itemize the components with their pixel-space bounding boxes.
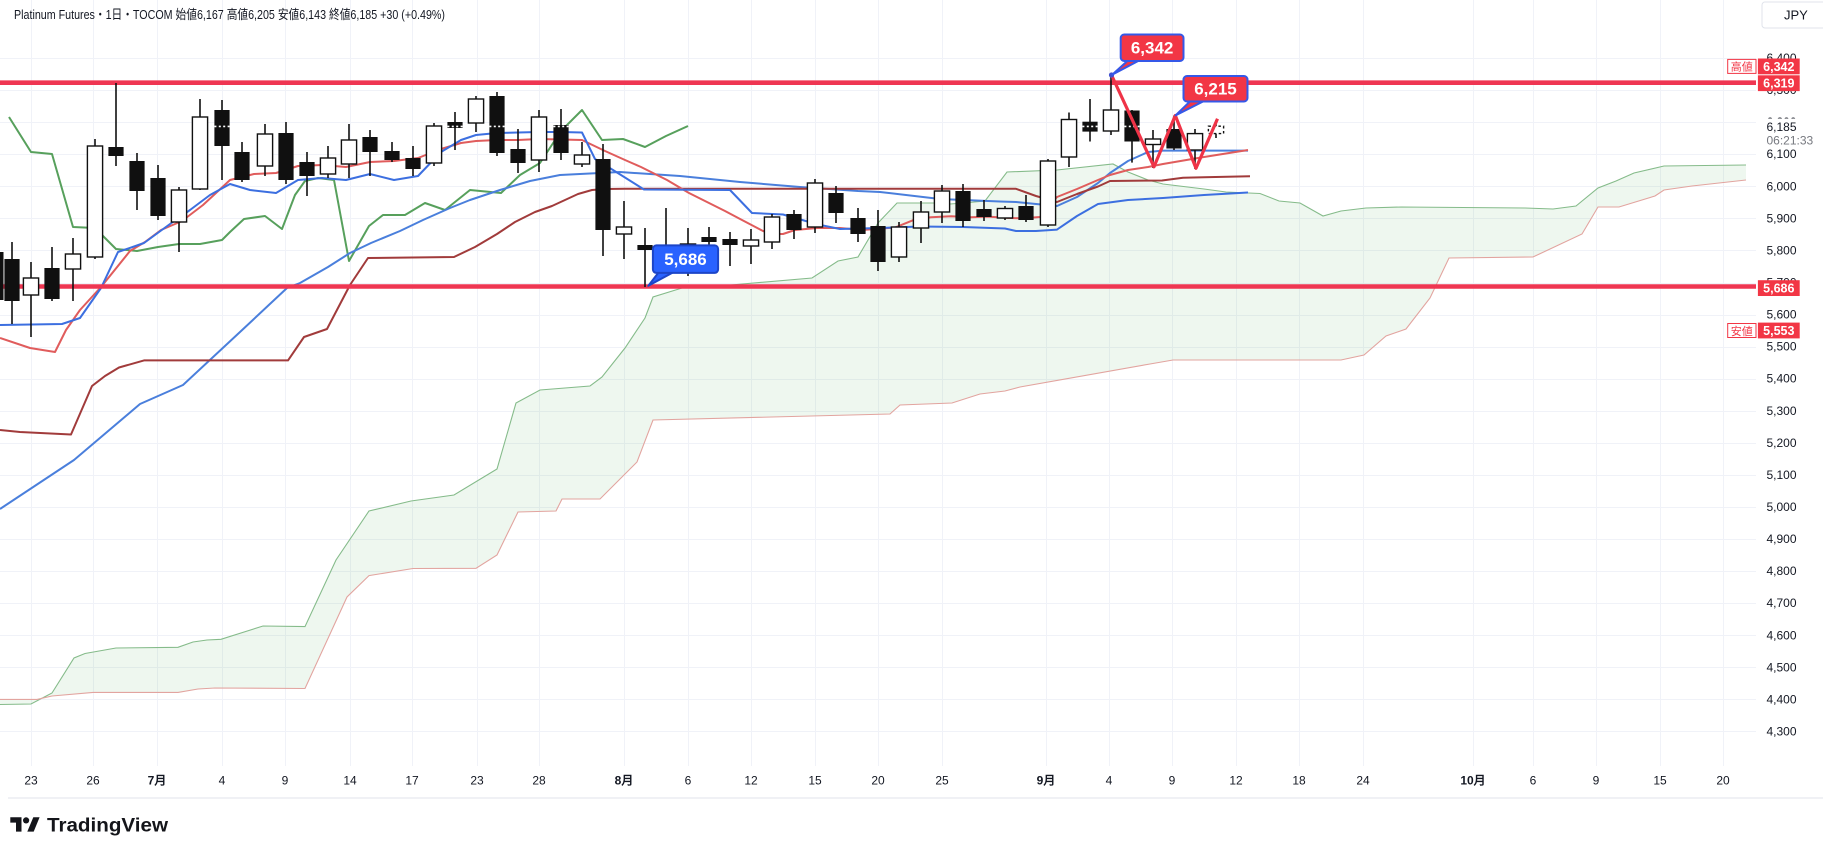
svg-text:06:21:33: 06:21:33: [1767, 134, 1814, 148]
svg-text:5,100: 5,100: [1767, 468, 1797, 482]
svg-text:6: 6: [685, 774, 692, 788]
svg-text:5,500: 5,500: [1767, 340, 1797, 354]
svg-text:9: 9: [282, 774, 289, 788]
svg-text:安値: 安値: [1731, 324, 1753, 338]
svg-text:5,800: 5,800: [1767, 243, 1797, 257]
svg-text:6,185: 6,185: [1767, 120, 1797, 134]
svg-text:6,000: 6,000: [1767, 179, 1797, 193]
svg-text:5,686: 5,686: [1763, 282, 1794, 296]
svg-text:8月: 8月: [615, 774, 634, 788]
svg-text:4,900: 4,900: [1767, 532, 1797, 546]
svg-text:12: 12: [744, 774, 758, 788]
svg-text:20: 20: [1716, 774, 1730, 788]
svg-text:23: 23: [470, 774, 484, 788]
svg-text:18: 18: [1292, 774, 1306, 788]
svg-text:7月: 7月: [148, 774, 167, 788]
svg-text:23: 23: [24, 774, 38, 788]
svg-text:TradingView: TradingView: [47, 814, 169, 836]
svg-text:5,000: 5,000: [1767, 500, 1797, 514]
svg-text:4,400: 4,400: [1767, 692, 1797, 706]
svg-text:15: 15: [808, 774, 822, 788]
svg-text:28: 28: [532, 774, 546, 788]
svg-text:25: 25: [935, 774, 949, 788]
svg-text:4,700: 4,700: [1767, 596, 1797, 610]
svg-text:5,200: 5,200: [1767, 436, 1797, 450]
svg-text:4,500: 4,500: [1767, 660, 1797, 674]
svg-text:4,300: 4,300: [1767, 725, 1797, 739]
svg-text:9月: 9月: [1037, 774, 1056, 788]
svg-text:9: 9: [1593, 774, 1600, 788]
svg-text:26: 26: [86, 774, 100, 788]
svg-text:4,800: 4,800: [1767, 564, 1797, 578]
svg-text:JPY: JPY: [1784, 8, 1808, 23]
svg-text:10月: 10月: [1460, 774, 1485, 788]
svg-text:6,100: 6,100: [1767, 147, 1797, 161]
svg-text:5,686: 5,686: [664, 250, 707, 269]
svg-text:17: 17: [405, 774, 419, 788]
svg-text:6: 6: [1530, 774, 1537, 788]
svg-text:6,342: 6,342: [1763, 60, 1794, 74]
svg-text:6,215: 6,215: [1194, 80, 1237, 99]
svg-text:5,400: 5,400: [1767, 372, 1797, 386]
svg-text:6,342: 6,342: [1131, 39, 1174, 58]
svg-text:高値: 高値: [1731, 60, 1753, 74]
svg-text:4: 4: [1106, 774, 1113, 788]
svg-text:24: 24: [1356, 774, 1370, 788]
svg-text:4: 4: [219, 774, 226, 788]
svg-text:5,553: 5,553: [1763, 324, 1794, 338]
svg-text:Platinum Futures・1日・TOCOM 始値6,: Platinum Futures・1日・TOCOM 始値6,167 高値6,20…: [14, 7, 445, 22]
svg-text:5,900: 5,900: [1767, 211, 1797, 225]
svg-text:20: 20: [871, 774, 885, 788]
svg-text:5,600: 5,600: [1767, 308, 1797, 322]
svg-text:4,600: 4,600: [1767, 628, 1797, 642]
svg-text:5,300: 5,300: [1767, 404, 1797, 418]
svg-text:12: 12: [1229, 774, 1243, 788]
svg-text:6,319: 6,319: [1763, 77, 1794, 91]
svg-text:15: 15: [1653, 774, 1667, 788]
svg-text:9: 9: [1169, 774, 1176, 788]
svg-text:14: 14: [343, 774, 357, 788]
